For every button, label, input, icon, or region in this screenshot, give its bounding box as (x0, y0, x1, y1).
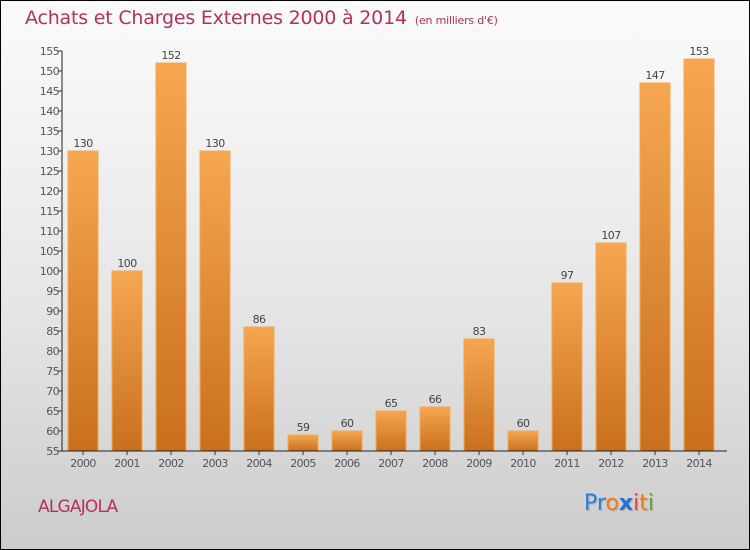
x-tick-label-2006: 2006 (334, 457, 360, 470)
bar-2008 (419, 406, 451, 452)
logo-letter: P (584, 491, 597, 516)
y-tick-label-70: 70 (46, 385, 59, 398)
value-label-2003: 130 (205, 137, 225, 150)
y-tick-label-110: 110 (40, 225, 60, 238)
bar-2004 (243, 326, 275, 452)
x-tick-label-2008: 2008 (422, 457, 448, 470)
value-label-2014: 153 (689, 45, 709, 58)
bar-2003 (199, 150, 231, 452)
x-tick-label-2003: 2003 (202, 457, 228, 470)
value-label-2006: 60 (341, 417, 354, 430)
logo-letter: i (647, 491, 655, 516)
logo-letter: r (596, 491, 606, 516)
bar-2009 (463, 338, 495, 452)
value-label-2010: 60 (517, 417, 530, 430)
y-tick-label-100: 100 (40, 265, 60, 278)
y-tick-label-75: 75 (46, 365, 59, 378)
bar-2014 (683, 58, 715, 452)
value-label-2001: 100 (117, 257, 137, 270)
value-label-2005: 59 (297, 421, 310, 434)
value-label-2013: 147 (645, 69, 665, 82)
y-tick-label-120: 120 (40, 185, 60, 198)
y-tick-label-125: 125 (40, 165, 60, 178)
bar-2001 (111, 270, 143, 452)
value-label-2004: 86 (253, 313, 266, 326)
bar-2011 (551, 282, 583, 452)
value-label-2007: 65 (385, 397, 398, 410)
y-tick-label-65: 65 (46, 405, 59, 418)
y-tick-label-135: 135 (40, 125, 60, 138)
chart-title: Achats et Charges Externes 2000 à 2014 (e… (25, 7, 498, 29)
value-label-2011: 97 (561, 269, 574, 282)
bar-2000 (67, 150, 99, 452)
bar-2013 (639, 82, 671, 452)
proxiti-logo[interactable]: Proxiti (584, 491, 654, 516)
y-tick-label-155: 155 (40, 45, 60, 58)
unit-note: (en milliers d'€) (414, 14, 498, 27)
y-tick-label-105: 105 (40, 245, 60, 258)
bar-2007 (375, 410, 407, 452)
bar-2006 (331, 430, 363, 452)
bar-2002 (155, 62, 187, 452)
y-tick-label-95: 95 (46, 285, 59, 298)
y-tick-label-140: 140 (40, 105, 60, 118)
y-tick-label-55: 55 (46, 445, 59, 458)
y-tick-label-150: 150 (40, 65, 60, 78)
value-label-2012: 107 (601, 229, 621, 242)
value-label-2002: 152 (161, 49, 180, 62)
x-tick-label-2002: 2002 (158, 457, 184, 470)
logo-letter: t (639, 491, 648, 516)
bars-group: 130 100 152 130 86 59 60 65 66 83 60 97 107 147 153 (67, 45, 715, 452)
y-tick-label-85: 85 (46, 325, 59, 338)
y-tick-label-130: 130 (40, 145, 60, 158)
title-text: Achats et Charges Externes 2000 à 2014 (25, 7, 407, 29)
y-tick-label-115: 115 (40, 205, 60, 218)
bar-2005 (287, 434, 319, 452)
x-tick-label-2007: 2007 (378, 457, 404, 470)
axes-group: 2000 2001 2002 2003 2004 2005 2006 2007 2008 2009… (40, 45, 727, 470)
bar-2012 (595, 242, 627, 452)
value-label-2008: 66 (429, 393, 442, 406)
x-tick-label-2004: 2004 (246, 457, 272, 470)
x-tick-label-2013: 2013 (642, 457, 668, 470)
value-label-2000: 130 (73, 137, 93, 150)
logo-letter: i (633, 491, 640, 516)
x-tick-label-2005: 2005 (290, 457, 316, 470)
x-tick-label-2012: 2012 (598, 457, 624, 470)
y-tick-label-90: 90 (46, 305, 59, 318)
y-tick-label-80: 80 (46, 345, 59, 358)
x-tick-label-2009: 2009 (466, 457, 492, 470)
bar-2010 (507, 430, 539, 452)
y-tick-label-60: 60 (46, 425, 59, 438)
x-tick-label-2011: 2011 (554, 457, 580, 470)
x-tick-label-2000: 2000 (70, 457, 96, 470)
logo-letter: o (605, 491, 619, 516)
value-label-2009: 83 (473, 325, 486, 338)
x-tick-label-2010: 2010 (510, 457, 536, 470)
x-tick-label-2014: 2014 (686, 457, 712, 470)
city-name: ALGAJOLA (38, 497, 118, 517)
x-tick-label-2001: 2001 (114, 457, 140, 470)
logo-letter: x (618, 491, 634, 516)
y-tick-label-145: 145 (40, 85, 60, 98)
